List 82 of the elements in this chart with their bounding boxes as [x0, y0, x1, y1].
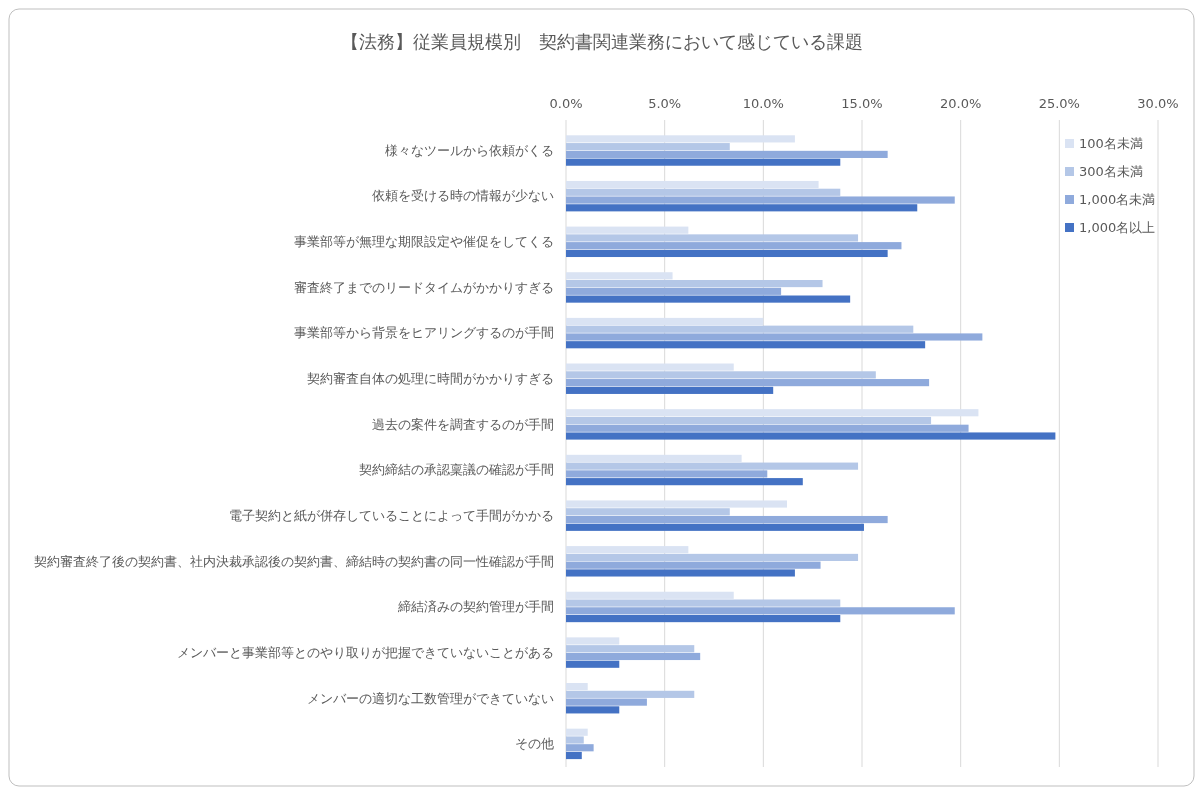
y-tick-label: 過去の案件を調査するのが手間 — [372, 416, 554, 432]
y-tick-label: 契約審査自体の処理に時間がかかりすぎる — [307, 371, 554, 387]
bar — [566, 279, 823, 288]
bar — [566, 546, 689, 554]
bar — [566, 607, 955, 615]
bar — [566, 379, 930, 387]
bar — [566, 462, 859, 470]
bar — [566, 454, 742, 462]
bar — [566, 180, 819, 189]
bar — [566, 188, 841, 196]
x-tick-label: 30.0% — [1137, 96, 1179, 111]
y-tick-label: メンバーと事業部等とのやり取りが把握できていないことがある — [177, 644, 554, 660]
bar — [566, 143, 730, 151]
bar — [566, 652, 701, 661]
bar — [566, 553, 859, 562]
x-tick-label: 20.0% — [940, 96, 982, 111]
bar — [566, 317, 764, 326]
bar — [566, 508, 730, 516]
bar — [566, 478, 803, 486]
y-tick-label: 様々なツールから依頼がくる — [385, 142, 554, 158]
legend-label: 1,000名未満 — [1079, 192, 1156, 207]
bar — [566, 204, 918, 212]
bar — [566, 683, 588, 691]
bar — [566, 325, 914, 333]
bar — [566, 234, 859, 242]
y-tick-label: その他 — [515, 736, 554, 752]
y-tick-label: 事業部等から背景をヒアリングするのが手間 — [294, 325, 554, 341]
bar — [566, 736, 584, 744]
bar — [566, 386, 774, 394]
x-tick-label: 10.0% — [742, 96, 784, 111]
bar — [566, 706, 620, 714]
bar — [566, 523, 864, 531]
legend-label: 100名未満 — [1079, 136, 1143, 151]
bar — [566, 470, 768, 478]
x-tick-label: 15.0% — [841, 96, 883, 111]
bar — [566, 698, 647, 706]
bar — [566, 645, 695, 653]
y-tick-label: メンバーの適切な工数管理ができていない — [307, 690, 554, 706]
bar — [566, 500, 788, 508]
y-tick-label: 契約審査終了後の契約書、社内決裁承認後の契約書、締結時の契約書の同一性確認が手間 — [34, 553, 554, 569]
bar — [566, 135, 795, 143]
y-tick-label: 電子契約と紙が併存していることによって手間がかかる — [229, 507, 554, 523]
bar — [566, 424, 969, 432]
bar — [566, 416, 932, 425]
bar — [566, 432, 1056, 440]
bar — [566, 272, 673, 280]
bar — [566, 196, 955, 204]
bar — [566, 751, 582, 760]
bar — [566, 363, 734, 371]
bar — [566, 341, 926, 349]
bar — [566, 637, 620, 645]
chart-title: 【法務】従業員規模別 契約書関連業務において感じている課題 — [340, 31, 863, 52]
bar — [566, 226, 689, 234]
bar — [566, 690, 695, 698]
bar — [566, 409, 979, 417]
bar — [566, 728, 588, 736]
bar — [566, 660, 620, 668]
bar — [566, 295, 851, 303]
y-tick-label: 依頼を受ける時の情報が少ない — [372, 188, 554, 204]
y-tick-label: 契約締結の承認稟議の確認が手間 — [359, 462, 554, 478]
bar — [566, 615, 841, 623]
bar — [566, 591, 734, 599]
bar — [566, 371, 876, 379]
bar — [566, 158, 841, 166]
y-tick-label: 審査終了までのリードタイムがかかりすぎる — [294, 279, 554, 295]
legend-label: 1,000名以上 — [1079, 220, 1156, 235]
bar — [566, 569, 795, 577]
bar — [566, 242, 902, 250]
bar — [566, 744, 594, 752]
bar — [566, 599, 841, 607]
x-tick-label: 25.0% — [1038, 96, 1080, 111]
y-tick-label: 事業部等が無理な期限設定や催促をしてくる — [294, 234, 554, 250]
bar — [566, 287, 782, 295]
bar — [566, 249, 888, 258]
x-tick-label: 0.0% — [549, 96, 583, 111]
bar — [566, 150, 888, 158]
bar — [566, 333, 983, 341]
y-tick-label: 締結済みの契約管理が手間 — [397, 599, 554, 615]
legend-label: 300名未満 — [1079, 164, 1143, 179]
x-tick-label: 5.0% — [648, 96, 682, 111]
bar — [566, 561, 821, 569]
bar — [566, 515, 888, 524]
